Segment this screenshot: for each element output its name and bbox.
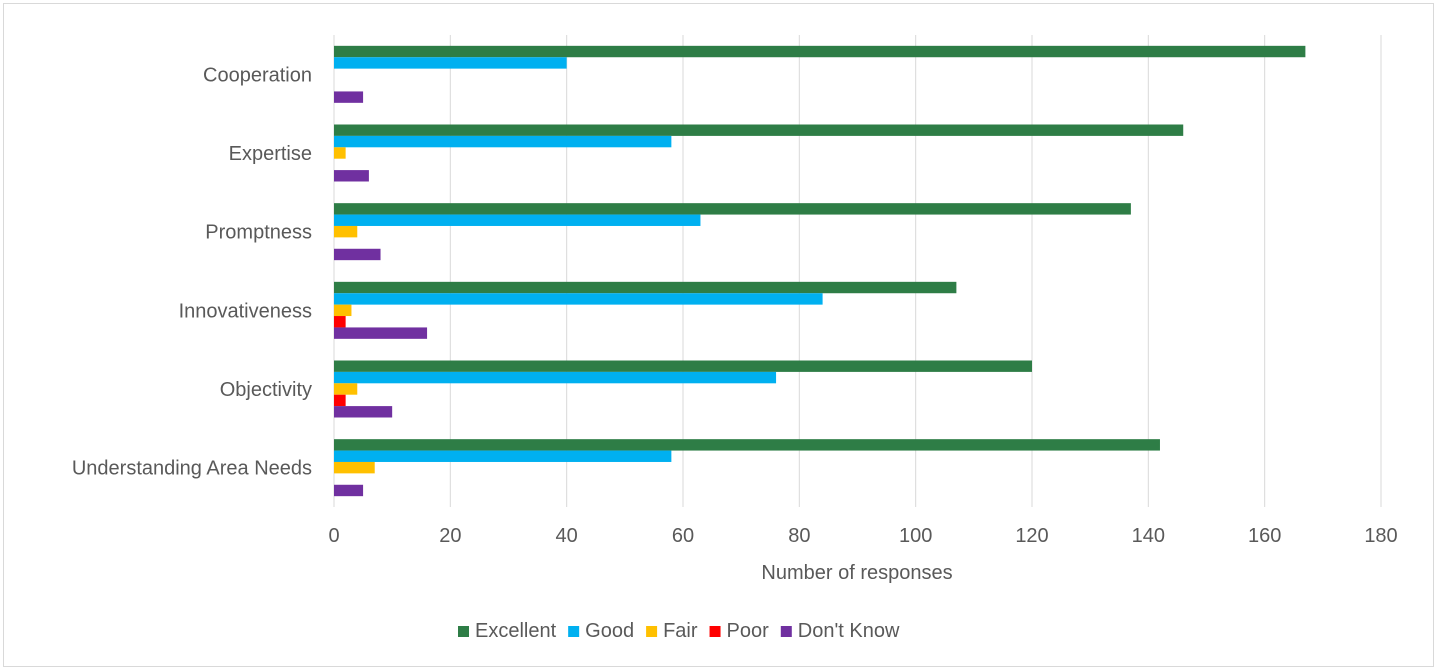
category-label: Objectivity	[220, 379, 312, 401]
bar-don-t-know-0	[334, 91, 364, 103]
bar-don-t-know-2	[334, 248, 381, 261]
bar-excellent-4	[334, 360, 1032, 372]
category-label: Cooperation	[203, 64, 312, 86]
bar-good-5	[334, 450, 672, 462]
legend-label: Fair	[663, 620, 698, 642]
legend-label: Poor	[727, 620, 770, 642]
x-tick-label: 20	[439, 525, 461, 547]
x-tick-label: 80	[788, 525, 810, 547]
bar-good-2	[334, 214, 701, 226]
bar-poor-4	[334, 394, 346, 407]
bar-poor-3	[334, 316, 346, 328]
chart-frame	[3, 3, 1434, 667]
bar-fair-2	[334, 225, 358, 238]
category-labels: Cooperation Expertise Promptness Innovative…	[72, 64, 312, 479]
bar-don-t-know-4	[334, 406, 393, 418]
legend-swatch-fair	[646, 626, 658, 637]
bar-fair-1	[334, 147, 346, 159]
bar-fair-4	[334, 383, 358, 395]
legend-label: Good	[585, 620, 634, 642]
legend-label: Excellent	[475, 620, 557, 642]
bar-excellent-0	[334, 45, 1306, 58]
bar-don-t-know-1	[334, 170, 369, 182]
bar-excellent-3	[334, 281, 957, 294]
legend: Excellent Good Fair Poor Don't Know	[458, 620, 900, 642]
bar-don-t-know-3	[334, 327, 428, 339]
x-tick-label: 100	[899, 525, 932, 547]
x-tick-label: 180	[1364, 525, 1397, 547]
bar-good-1	[334, 135, 672, 148]
legend-swatch-excellent	[458, 626, 469, 637]
legend-swatch-don-t-know	[780, 626, 792, 637]
bars	[334, 45, 1306, 497]
category-label: Innovativeness	[179, 300, 312, 322]
gridlines	[333, 35, 1382, 507]
legend-label: Don't Know	[798, 620, 900, 642]
bar-excellent-2	[334, 203, 1131, 215]
bar-excellent-5	[334, 439, 1160, 451]
category-label: Understanding Area Needs	[72, 458, 312, 480]
category-label: Promptness	[205, 222, 312, 244]
x-tick-labels: 0 20 40 60 80 100 120 140 160 180	[328, 525, 1397, 547]
bar-fair-3	[334, 304, 352, 317]
legend-swatch-good	[568, 626, 580, 637]
bar-good-3	[334, 293, 823, 305]
x-tick-label: 60	[672, 525, 694, 547]
x-tick-label: 40	[556, 525, 578, 547]
x-tick-label: 0	[328, 525, 339, 547]
x-axis-title: Number of responses	[761, 562, 952, 584]
bar-fair-5	[334, 461, 375, 474]
bar-don-t-know-5	[334, 484, 364, 497]
category-label: Expertise	[229, 143, 312, 165]
bar-good-0	[334, 57, 567, 69]
bar-good-4	[334, 371, 777, 384]
bar-excellent-1	[334, 124, 1184, 136]
x-tick-label: 120	[1015, 525, 1048, 547]
x-tick-label: 160	[1248, 525, 1281, 547]
legend-swatch-poor	[709, 626, 721, 637]
x-tick-label: 140	[1132, 525, 1165, 547]
